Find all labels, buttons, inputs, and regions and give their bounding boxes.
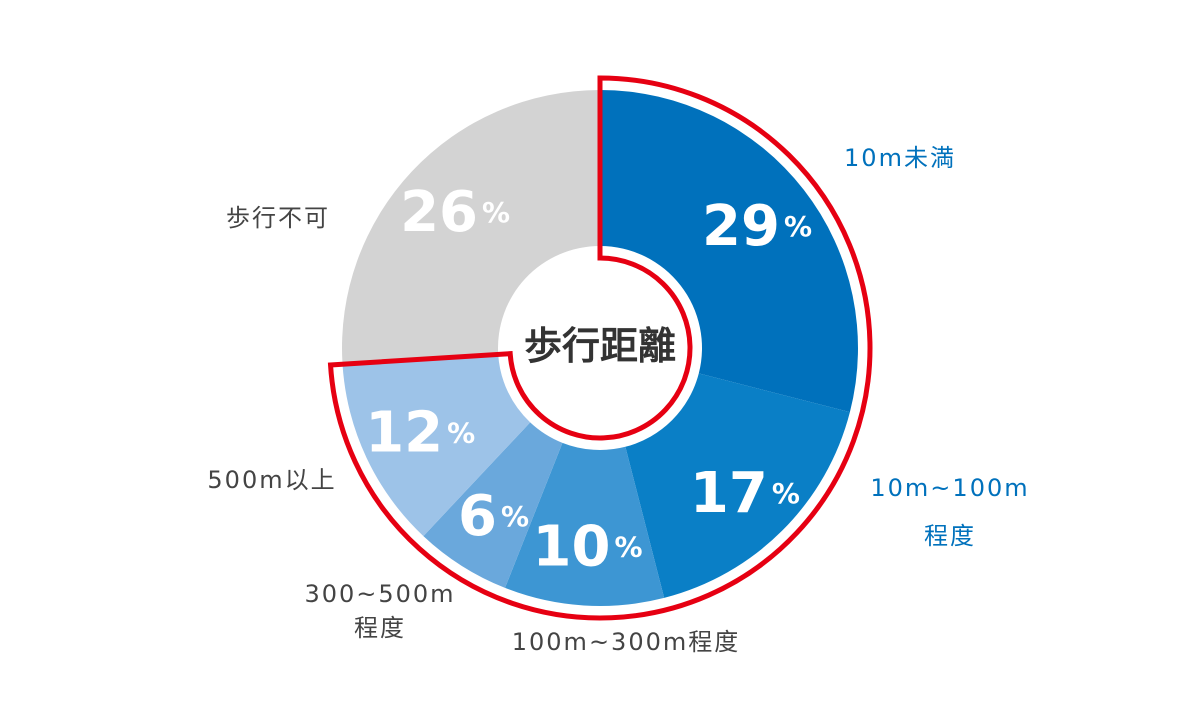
slice-category-label-5: 500m以上	[207, 466, 336, 494]
highlight-outline	[327, 75, 873, 621]
highlight-layer	[327, 75, 873, 621]
slice-category-label-4: 300~500m 程度	[304, 580, 455, 642]
slice-3	[505, 442, 665, 606]
slice-value-label-4: 6%	[458, 483, 529, 548]
slice-value-label-3: 10%	[533, 514, 643, 579]
value-labels-layer: 29 % 17 % 10 %6 % 12 % 26%	[365, 180, 812, 579]
slice-6	[342, 90, 600, 365]
chart-title: 歩行距離	[524, 324, 676, 368]
slice-5	[342, 354, 531, 537]
slice-category-label-6: 歩行不可	[226, 204, 330, 232]
slice-2	[625, 373, 850, 598]
slices-layer	[342, 90, 858, 606]
slice-1	[600, 90, 858, 413]
slice-value-label-5: 12%	[365, 400, 475, 465]
outer-labels-layer: 10m未満 10m~100m 程度 100m~300m程度 300~500m 程度 500m…	[207, 144, 1029, 656]
slice-category-label-1: 10m未満	[844, 144, 956, 172]
slice-value-label-1: 29%	[702, 194, 812, 259]
slice-value-label-6: 26%	[400, 180, 510, 245]
slice-category-label-3: 100m~300m程度	[512, 628, 740, 656]
slice-value-label-2: 17%	[690, 460, 800, 525]
slice-category-label-2: 10m~100m 程度	[870, 474, 1029, 550]
slice-4	[423, 422, 563, 588]
